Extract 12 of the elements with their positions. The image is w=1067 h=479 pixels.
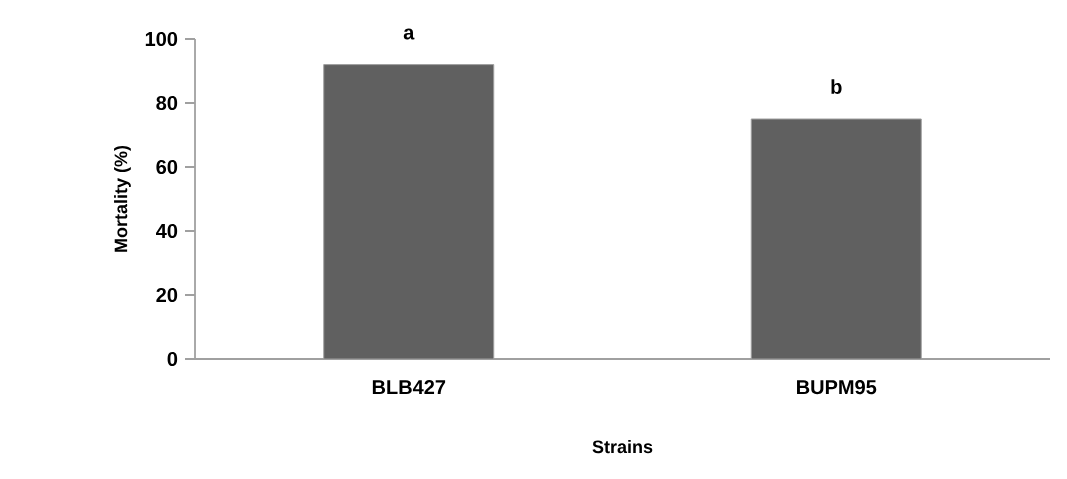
y-tick-label: 40 [156,223,178,239]
annotation: b [831,79,842,94]
x-axis-title: Strains [592,439,653,454]
x-tick-label: BUPM95 [797,380,877,395]
y-tick-label: 0 [167,351,178,367]
y-tick-label: 100 [145,31,178,47]
y-tick-label: 60 [156,159,178,175]
y-axis-title: Mortality (%) [114,145,131,252]
annotation: a [403,28,415,40]
y-tick-label: 80 [156,95,178,111]
x-tick-label: BLB427 [372,380,446,395]
y-tick-label: 20 [156,287,178,303]
